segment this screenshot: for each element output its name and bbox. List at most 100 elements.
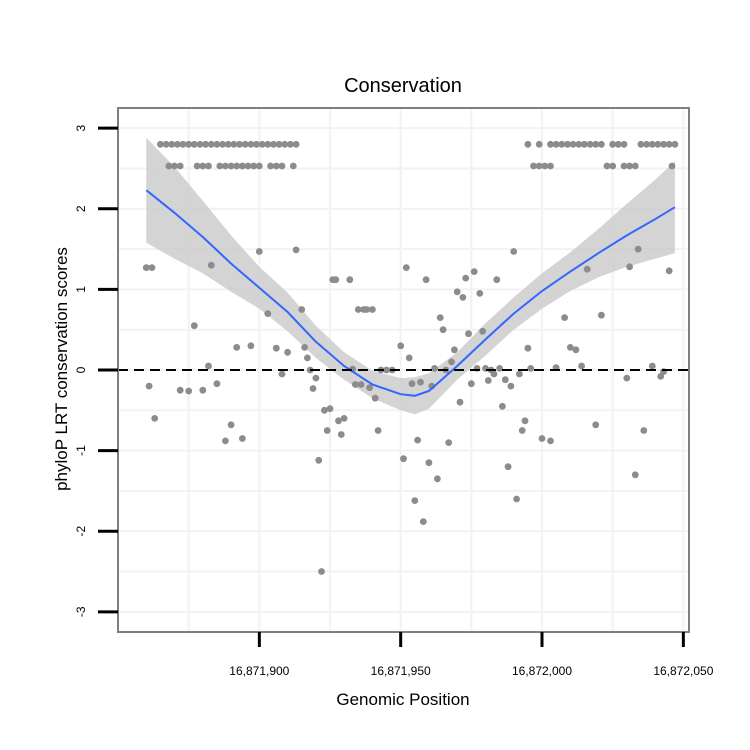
data-point <box>145 382 153 390</box>
y-axis: -3 -2 -1 0 1 2 3 <box>74 125 118 617</box>
data-point <box>402 264 410 271</box>
data-point <box>609 162 617 170</box>
data-point <box>581 140 588 148</box>
data-point <box>654 140 662 148</box>
data-point <box>233 162 241 170</box>
data-point <box>592 421 600 429</box>
data-point <box>496 365 503 372</box>
data-point <box>603 162 611 170</box>
data-point <box>222 437 229 445</box>
data-point <box>176 386 184 394</box>
data-point <box>552 140 560 148</box>
data-point <box>465 330 472 338</box>
data-point <box>264 310 272 317</box>
data-point <box>634 245 642 253</box>
data-point <box>671 140 679 148</box>
data-point <box>369 306 376 313</box>
data-point <box>207 140 215 148</box>
data-point <box>411 497 419 504</box>
data-point <box>239 162 246 170</box>
y-tick-label: -3 <box>74 606 88 617</box>
data-point <box>278 370 286 378</box>
data-point <box>236 140 243 148</box>
data-point <box>417 378 424 386</box>
data-point <box>270 140 277 148</box>
data-point <box>224 140 232 148</box>
x-axis-title: Genomic Position <box>336 690 469 709</box>
data-point <box>459 294 467 301</box>
data-point <box>213 380 221 388</box>
data-point <box>207 261 215 269</box>
data-point <box>318 568 325 575</box>
data-point <box>227 162 235 170</box>
data-point <box>561 314 568 321</box>
data-point <box>524 344 532 352</box>
data-point <box>448 358 455 366</box>
data-point <box>241 140 249 148</box>
data-point <box>586 140 594 148</box>
data-point <box>451 346 458 354</box>
data-point <box>272 344 280 352</box>
data-point <box>222 162 229 170</box>
data-point <box>332 276 340 284</box>
data-point <box>490 370 498 378</box>
data-point <box>142 264 150 271</box>
data-point <box>631 162 639 170</box>
data-point <box>233 344 241 351</box>
data-point <box>202 140 210 148</box>
data-point <box>213 140 221 148</box>
data-point <box>592 140 600 148</box>
data-point <box>665 267 673 275</box>
data-point <box>640 427 648 434</box>
data-point <box>216 162 224 170</box>
data-point <box>405 354 413 362</box>
data-point <box>289 162 297 170</box>
data-point <box>196 140 204 148</box>
data-point <box>620 140 628 148</box>
data-point <box>292 140 300 148</box>
data-point <box>284 348 291 356</box>
data-point <box>309 385 317 392</box>
data-point <box>258 140 266 148</box>
data-point <box>199 386 207 394</box>
data-point <box>456 398 464 406</box>
data-point <box>631 471 639 479</box>
data-point <box>598 311 605 319</box>
data-point <box>462 274 470 282</box>
data-point <box>352 381 359 388</box>
data-point <box>250 162 258 170</box>
x-tick-label: 16,871,950 <box>371 664 431 678</box>
data-point <box>637 140 645 148</box>
data-point <box>530 162 537 170</box>
data-point <box>304 354 311 362</box>
data-point <box>535 162 543 170</box>
data-point <box>558 140 566 148</box>
data-point <box>439 326 447 334</box>
data-point <box>171 162 178 170</box>
data-point <box>397 342 405 350</box>
data-point <box>626 162 633 170</box>
data-point <box>354 306 362 313</box>
data-point <box>151 415 159 422</box>
data-point <box>326 405 334 413</box>
chart-title: Conservation <box>344 75 462 97</box>
data-point <box>572 346 580 354</box>
data-point <box>255 162 263 170</box>
data-point <box>174 140 181 148</box>
data-point <box>414 436 421 444</box>
data-point <box>583 265 591 273</box>
data-point <box>609 140 617 148</box>
data-point <box>623 374 631 382</box>
data-point <box>507 382 515 390</box>
data-point <box>614 140 622 148</box>
data-point <box>312 374 320 382</box>
y-tick-label: 0 <box>74 366 88 373</box>
data-point <box>168 140 176 148</box>
data-point <box>179 140 187 148</box>
data-point <box>419 518 427 525</box>
data-point <box>371 394 379 402</box>
data-point <box>538 435 546 442</box>
data-point <box>185 140 193 148</box>
data-point <box>272 162 280 170</box>
data-point <box>357 381 365 388</box>
